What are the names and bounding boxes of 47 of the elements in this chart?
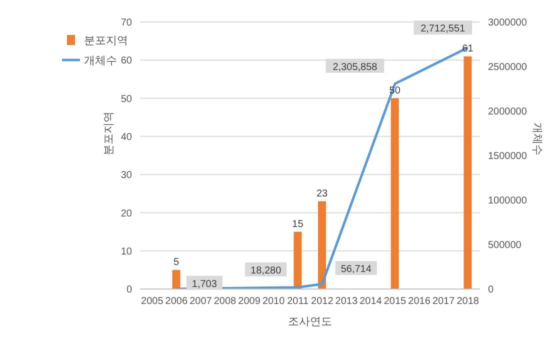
x-tick-label: 2005 [141,296,164,308]
x-tick-label: 2016 [408,296,431,308]
y2-tick-label: 1000000 [488,196,528,207]
bar [172,270,180,289]
data-label: 23 [316,188,328,200]
y-axis-title: 분포지역 [102,112,115,156]
x-tick-label: 2015 [384,296,407,308]
data-label: 5 [174,256,180,268]
bar [294,232,302,289]
x-tick-label: 2017 [432,296,456,308]
x-axis-title: 조사연도 [288,316,332,328]
data-label: 2,305,858 [332,62,378,73]
y-tick-label: 50 [120,94,132,105]
x-tick-label: 2012 [311,296,334,308]
data-label: 2,712,551 [420,24,466,35]
x-tick-label: 2006 [165,296,188,308]
data-label: 15 [292,218,304,230]
y-tick-label: 30 [120,170,132,182]
x-tick-label: 2014 [360,296,382,308]
y2-tick-label: 500000 [488,240,522,252]
y-tick-label: 40 [120,132,132,143]
y-tick-label: 10 [120,246,132,258]
data-label: 18,280 [250,265,282,276]
y2-tick-label: 2000000 [488,106,528,118]
y-tick-label: 0 [126,284,132,296]
y-tick-label: 70 [120,18,132,29]
y-tick-label: 20 [120,208,132,220]
legend-label: 개체수 [84,54,117,68]
bar [318,201,326,289]
y2-tick-label: 3000000 [488,18,528,29]
x-tick-label: 2008 [214,296,237,308]
bar [390,98,399,289]
y2-tick-label: 2500000 [488,62,528,74]
x-tick-label: 2018 [456,296,480,308]
x-tick-label: 2010 [262,296,286,308]
y-tick-label: 60 [120,56,132,67]
x-tick-label: 2011 [287,296,310,308]
y2-tick-label: 1500000 [488,151,528,162]
y2-axis-title: 개체수 [531,122,544,156]
x-tick-label: 2007 [190,296,212,308]
x-tick-label: 2009 [238,296,261,308]
legend-label: 분포지역 [84,34,128,48]
x-tick-label: 2013 [335,296,358,308]
data-label: 1,703 [192,278,218,290]
bar [464,56,472,289]
data-label: 56,714 [340,264,372,275]
y2-tick-label: 0 [488,284,494,296]
